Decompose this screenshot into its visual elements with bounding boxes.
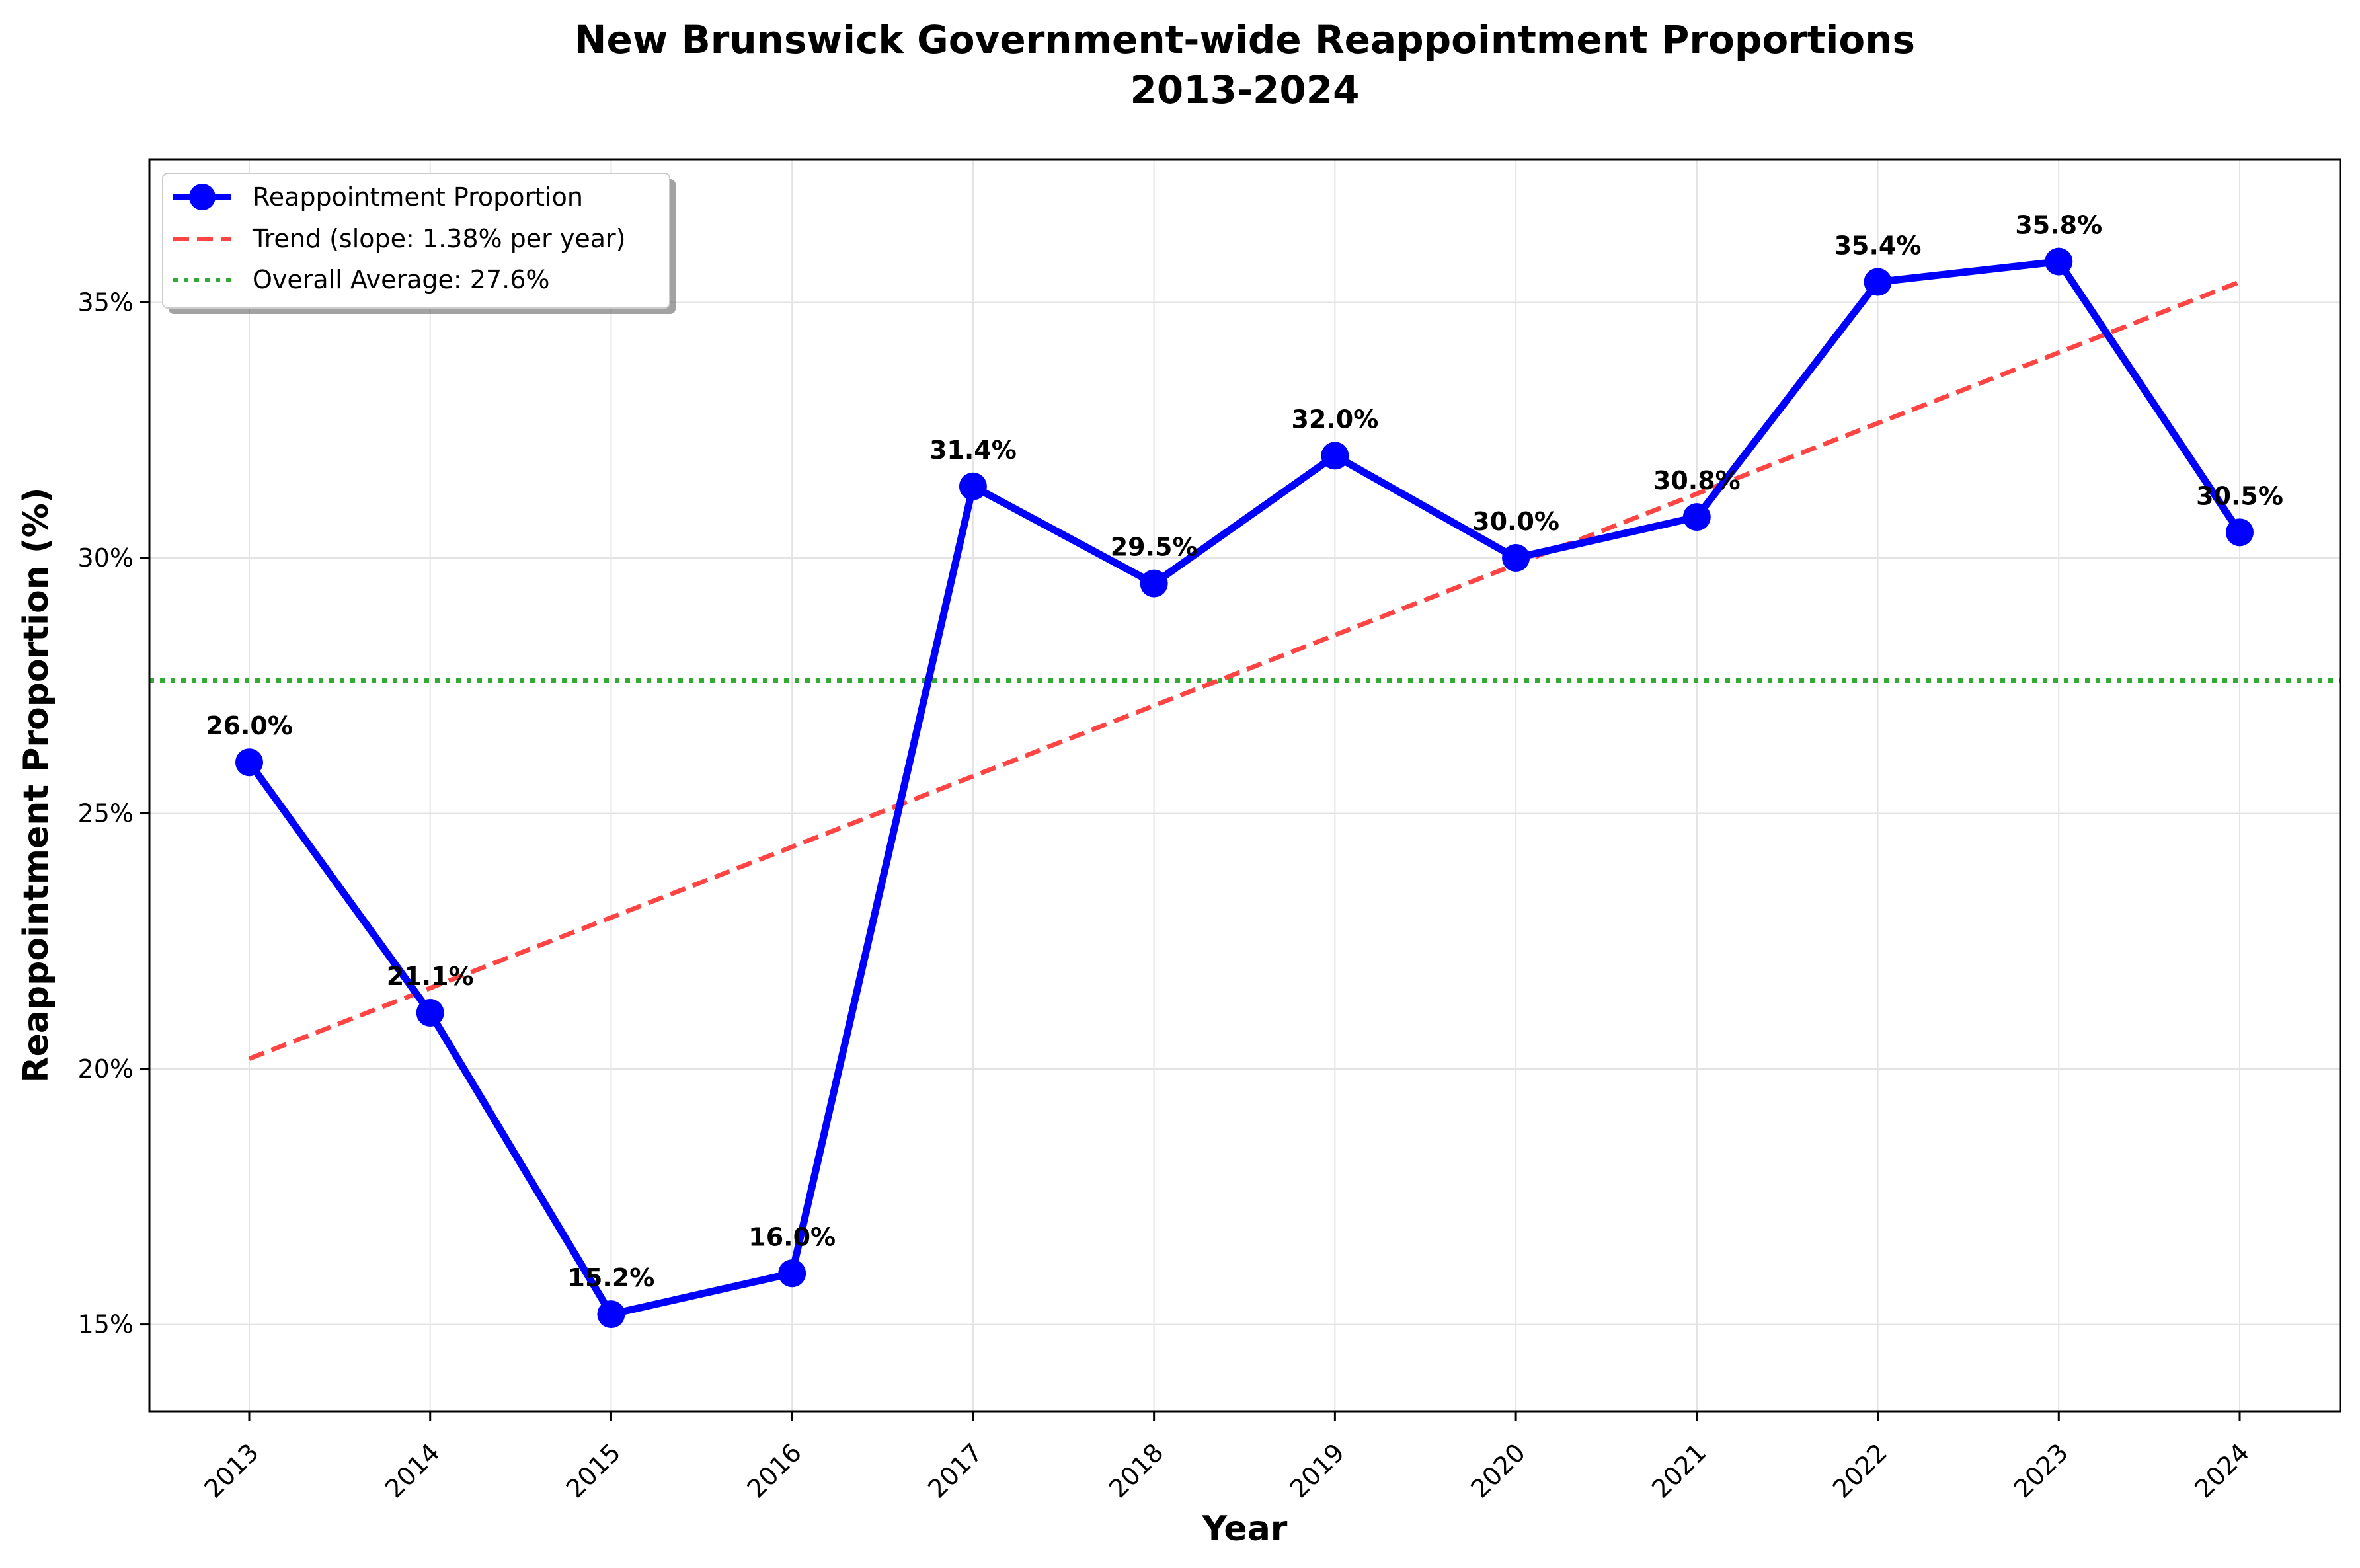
series-group bbox=[235, 247, 2254, 1329]
data-label: 29.5% bbox=[1111, 533, 1198, 562]
data-label: 35.8% bbox=[2015, 211, 2102, 240]
data-point bbox=[1140, 569, 1168, 598]
data-point bbox=[2226, 518, 2254, 547]
data-point bbox=[235, 748, 263, 777]
legend-average-label: Overall Average: 27.6% bbox=[253, 265, 550, 294]
legend-trend-label: Trend (slope: 1.38% per year) bbox=[252, 224, 626, 253]
series-line bbox=[246, 258, 2243, 1318]
y-axis-label: Reappointment Proportion (%) bbox=[17, 488, 56, 1083]
data-label: 26.0% bbox=[206, 711, 293, 740]
legend-series-marker bbox=[189, 184, 216, 210]
y-axis-ticks: 15% 20% 25% 30% 35% bbox=[78, 288, 149, 1339]
legend-series-label: Reappointment Proportion bbox=[253, 182, 583, 212]
data-label: 32.0% bbox=[1291, 405, 1378, 434]
x-axis-label: Year bbox=[1202, 1509, 1288, 1549]
legend-box bbox=[162, 173, 670, 309]
plot-frame bbox=[148, 158, 2341, 1413]
data-label: 15.2% bbox=[568, 1263, 655, 1292]
y-tick-label: 25% bbox=[78, 799, 134, 828]
y-tick-label: 35% bbox=[78, 288, 134, 317]
chart-title: New Brunswick Government-wide Reappointm… bbox=[574, 17, 1915, 62]
data-point bbox=[1321, 442, 1349, 470]
data-label: 35.4% bbox=[1834, 231, 1922, 260]
data-point bbox=[1682, 503, 1711, 531]
data-label: 30.8% bbox=[1653, 466, 1741, 495]
data-point bbox=[1502, 543, 1530, 572]
y-tick-label: 15% bbox=[78, 1310, 134, 1339]
data-labels: 26.0% 21.1% 15.2% 16.0% 31.4% 29.5% 32.0% 30.0%… bbox=[206, 211, 2283, 1293]
data-point bbox=[597, 1300, 625, 1329]
data-point bbox=[2045, 247, 2073, 276]
chart-subtitle: 2013-2024 bbox=[1130, 67, 1360, 112]
data-label: 31.4% bbox=[929, 436, 1017, 465]
data-label: 21.1% bbox=[387, 962, 474, 991]
data-label: 30.0% bbox=[1472, 507, 1559, 536]
data-point bbox=[959, 472, 987, 500]
data-point bbox=[778, 1259, 806, 1288]
data-point bbox=[1864, 268, 1892, 296]
legend: Reappointment Proportion Trend (slope: 1… bbox=[162, 173, 676, 314]
y-tick-label: 20% bbox=[78, 1054, 134, 1083]
grid bbox=[149, 159, 2340, 1411]
data-point bbox=[416, 999, 444, 1027]
y-tick-label: 30% bbox=[78, 543, 134, 572]
data-label: 16.0% bbox=[748, 1222, 836, 1251]
data-label: 30.5% bbox=[2196, 481, 2283, 510]
